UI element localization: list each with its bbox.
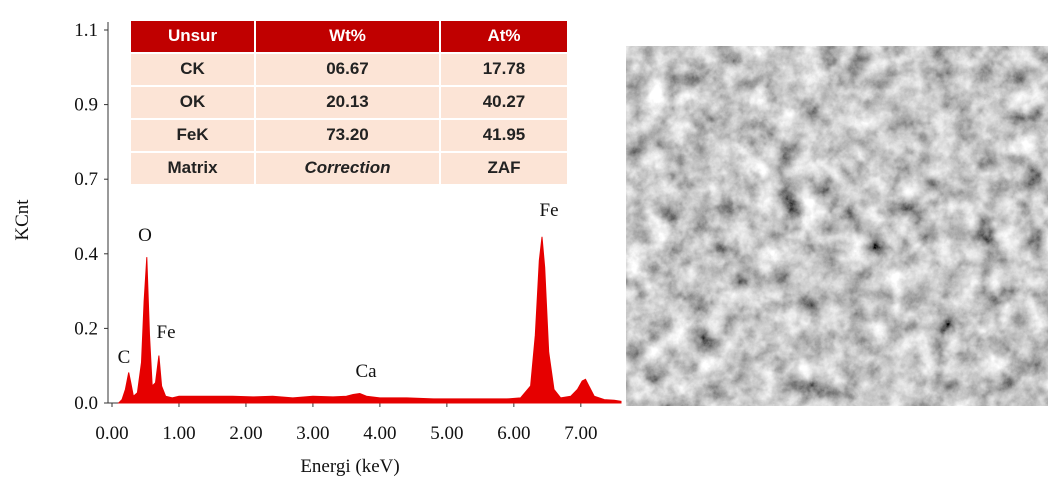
table-cell: Matrix <box>167 158 218 177</box>
y-tick-label: 0.9 <box>74 95 98 116</box>
result-table: Unsur Wt% At% CK 06.67 17.78 OK 20.13 40.27 FeK 73… <box>130 20 568 185</box>
table-cell: CK <box>180 59 205 78</box>
table-cell: 17.78 <box>483 59 526 78</box>
peak-label: Fe <box>157 322 176 343</box>
table-cell: 06.67 <box>326 59 369 78</box>
x-tick-label: 7.00 <box>564 423 597 444</box>
y-tick-label: 0.0 <box>74 393 98 414</box>
y-tick-label: 1.1 <box>74 20 98 41</box>
peak-label: Ca <box>355 361 377 382</box>
table-cell: 20.13 <box>326 92 369 111</box>
table-cell: OK <box>180 92 206 111</box>
y-tick-label: 0.2 <box>74 318 98 339</box>
peak-label: C <box>118 347 131 368</box>
table-cell: FeK <box>176 125 209 144</box>
x-tick-label: 5.00 <box>430 423 463 444</box>
sem-texture <box>626 46 1048 406</box>
y-tick-label: 0.4 <box>74 244 98 265</box>
peak-label: O <box>138 225 152 246</box>
figure: 0.0 0.2 0.4 0.7 0.9 1.1 0.00 1.00 2.00 3.00 4.00 5.… <box>0 0 1048 483</box>
x-tick-label: 1.00 <box>162 423 195 444</box>
x-tick-label: 3.00 <box>296 423 329 444</box>
x-axis-label: Energi (keV) <box>300 456 399 477</box>
x-tick-label: 4.00 <box>363 423 396 444</box>
y-axis-label: KCnt <box>12 199 33 241</box>
x-tick-label: 0.00 <box>95 423 128 444</box>
header-cell: Unsur <box>168 26 218 45</box>
header-cell: Wt% <box>329 26 366 45</box>
table-cell: Correction <box>305 158 391 177</box>
y-tick-label: 0.7 <box>74 169 98 190</box>
table-cell: 40.27 <box>483 92 526 111</box>
table-cell: 41.95 <box>483 125 526 144</box>
x-tick-label: 2.00 <box>229 423 262 444</box>
table-cell: 73.20 <box>326 125 369 144</box>
header-cell: At% <box>487 26 520 45</box>
x-tick-label: 6.00 <box>497 423 530 444</box>
peak-label: Fe <box>540 200 559 221</box>
table-cell: ZAF <box>487 158 520 177</box>
